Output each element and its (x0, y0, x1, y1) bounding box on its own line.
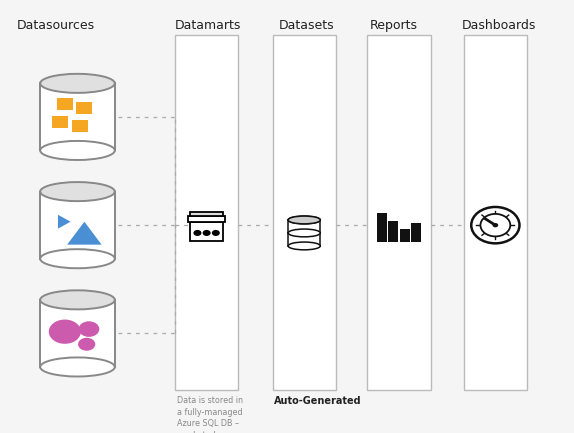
FancyBboxPatch shape (367, 35, 430, 390)
Text: Datasources: Datasources (17, 19, 95, 32)
FancyBboxPatch shape (288, 220, 320, 233)
Ellipse shape (288, 242, 320, 250)
FancyBboxPatch shape (52, 116, 68, 128)
FancyBboxPatch shape (188, 216, 225, 222)
FancyBboxPatch shape (72, 120, 88, 132)
Ellipse shape (40, 358, 115, 376)
FancyBboxPatch shape (273, 35, 336, 390)
Text: Datasets: Datasets (278, 19, 334, 32)
Circle shape (480, 214, 510, 236)
Circle shape (203, 230, 211, 236)
Ellipse shape (288, 216, 320, 224)
Circle shape (193, 230, 201, 236)
FancyBboxPatch shape (377, 213, 387, 242)
Text: Dashboards: Dashboards (462, 19, 537, 32)
Circle shape (78, 338, 95, 351)
FancyBboxPatch shape (40, 84, 115, 151)
Circle shape (79, 321, 99, 337)
Circle shape (212, 230, 220, 236)
Ellipse shape (40, 74, 115, 93)
FancyBboxPatch shape (190, 212, 223, 216)
FancyBboxPatch shape (388, 221, 398, 242)
Ellipse shape (40, 182, 115, 201)
Circle shape (492, 223, 498, 227)
FancyBboxPatch shape (175, 35, 238, 390)
Ellipse shape (288, 229, 320, 237)
FancyBboxPatch shape (411, 223, 421, 242)
Ellipse shape (288, 216, 320, 224)
Ellipse shape (40, 290, 115, 309)
Circle shape (49, 320, 81, 344)
Text: Data is stored in
a fully-managed
Azure SQL DB –
ready to be
modeled
and consume: Data is stored in a fully-managed Azure … (177, 396, 243, 433)
Polygon shape (67, 222, 102, 245)
Text: Auto-Generated: Auto-Generated (274, 396, 362, 406)
FancyBboxPatch shape (76, 102, 92, 114)
FancyBboxPatch shape (190, 222, 223, 242)
Ellipse shape (40, 141, 115, 160)
Circle shape (471, 207, 519, 243)
Text: Datamarts: Datamarts (175, 19, 242, 32)
FancyBboxPatch shape (57, 98, 73, 110)
FancyBboxPatch shape (288, 233, 320, 246)
Ellipse shape (40, 249, 115, 268)
FancyBboxPatch shape (464, 35, 527, 390)
FancyBboxPatch shape (40, 300, 115, 367)
Polygon shape (58, 215, 71, 229)
Text: Reports: Reports (370, 19, 418, 32)
FancyBboxPatch shape (400, 229, 410, 242)
FancyBboxPatch shape (40, 191, 115, 259)
